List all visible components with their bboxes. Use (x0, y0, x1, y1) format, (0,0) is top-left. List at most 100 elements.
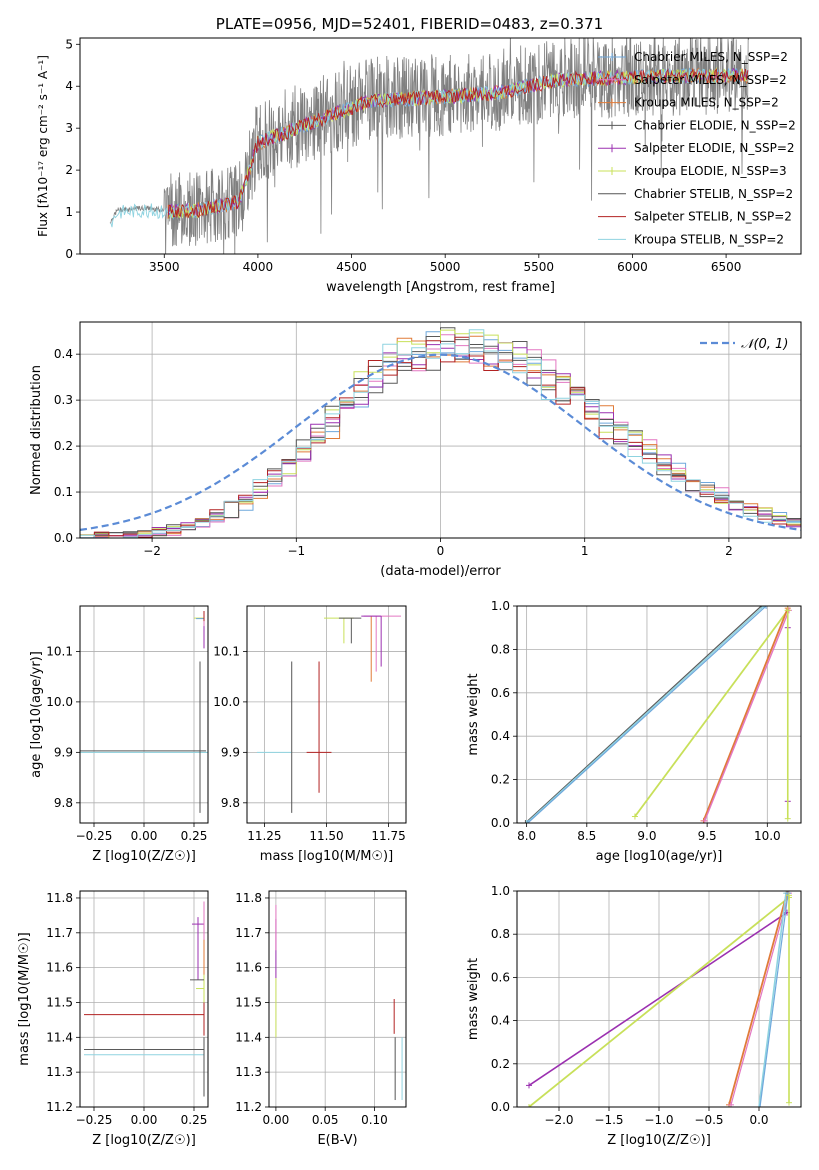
errorbars (256, 615, 402, 813)
x-tick-label: −0.25 (76, 1113, 113, 1127)
y-axis-label: mass weight (466, 958, 481, 1040)
y-tick-label: 10.0 (213, 695, 240, 709)
y-axis-label: age [log10(age/yr)] (29, 651, 44, 778)
age_vs_Z-frame (79, 605, 209, 824)
y-tick-label: 5 (65, 37, 73, 51)
weight_vs_Z-frame (516, 890, 802, 1108)
y-tick-label: 0.0 (491, 1100, 510, 1114)
x-tick-label: 4500 (336, 260, 367, 274)
y-tick-label: 4 (65, 79, 73, 93)
x-tick-label: 11.25 (247, 829, 281, 843)
y-tick-label: 0.2 (491, 1057, 510, 1071)
x-axis-label: age [log10(age/yr)] (596, 849, 723, 864)
weight-line (528, 911, 788, 1087)
weight_vs_age-frame (516, 605, 802, 824)
y-tick-label: 11.4 (46, 1030, 73, 1044)
age_vs_Z-axes: −0.25 0.00 0.25 9.8 9.9 10.0 10.1 (46, 606, 208, 843)
x-tick-label: 11.50 (309, 829, 343, 843)
x-tick-label: 2 (725, 544, 733, 558)
x-tick-label: −0.5 (694, 1113, 723, 1127)
y-tick-label: 11.5 (46, 995, 73, 1009)
x-tick-label: 6500 (711, 260, 742, 274)
x-tick-label: −1 (287, 544, 305, 558)
y-tick-label: 11.3 (46, 1065, 73, 1079)
x-axis-label: E(B-V) (317, 1133, 357, 1148)
x-tick-label: 0.0 (749, 1113, 768, 1127)
y-tick-label: 0.4 (54, 347, 73, 361)
y-tick-label: 1.0 (491, 599, 510, 613)
x-tick-label: 0.10 (361, 1113, 388, 1127)
y-tick-label: 1.0 (491, 884, 510, 898)
weight-line (759, 893, 789, 1107)
normal-curve (80, 353, 801, 531)
y-tick-label: 11.8 (46, 891, 73, 905)
x-axis-label: Z [log10(Z/Z☉)] (607, 1133, 711, 1148)
y-tick-label: 0.0 (54, 531, 73, 545)
errorbars (84, 901, 205, 1097)
y-tick-label: 1 (65, 205, 73, 219)
histogram-lines (80, 327, 801, 538)
y-tick-label: 0.0 (491, 816, 510, 830)
y-tick-label: 0.3 (54, 393, 73, 407)
x-tick-label: 8.5 (577, 829, 596, 843)
legend-label: 𝒩(0, 1) (741, 337, 788, 352)
x-tick-label: 10.0 (754, 829, 781, 843)
errorbars (275, 904, 403, 1101)
model-spectrum (167, 67, 749, 219)
legend-label: Chabrier STELIB, N_SSP=2 (634, 187, 793, 201)
weight-lines (522, 606, 792, 823)
x-axis-label: Z [log10(Z/Z☉)] (92, 849, 196, 864)
x-tick-label: −1.5 (594, 1113, 623, 1127)
weight-line (525, 606, 762, 823)
legend-label: Salpeter STELIB, N_SSP=2 (634, 210, 792, 224)
x-tick-label: −1.0 (644, 1113, 673, 1127)
y-tick-label: 11.4 (235, 1030, 262, 1044)
x-tick-label: −0.25 (76, 829, 113, 843)
y-tick-label: 0.1 (54, 485, 73, 499)
weight-line (702, 607, 789, 822)
y-tick-label: 9.9 (221, 745, 240, 759)
y-tick-label: 10.0 (46, 695, 73, 709)
y-tick-label: 11.5 (235, 995, 262, 1009)
legend-label: Salpeter ELODIE, N_SSP=2 (634, 141, 795, 155)
y-axis-label: mass [log10(M/M☉)] (17, 932, 32, 1065)
y-tick-label: 11.7 (235, 926, 262, 940)
weight-line (634, 609, 789, 818)
y-tick-label: 10.1 (46, 644, 73, 658)
figure-title: PLATE=0956, MJD=52401, FIBERID=0483, z=0… (216, 15, 603, 33)
legend-label: Chabrier ELODIE, N_SSP=2 (634, 118, 796, 132)
mass_vs_Z-frame (79, 890, 209, 1108)
x-tick-label: 6000 (617, 260, 648, 274)
x-tick-label: 0.05 (312, 1113, 339, 1127)
y-tick-label: 11.7 (46, 926, 73, 940)
age_vs_mass-axes: 11.25 11.50 11.75 9.8 9.9 10.0 10.1 (213, 606, 406, 843)
y-tick-label: 0.8 (491, 927, 510, 941)
x-tick-label: 8.0 (517, 829, 536, 843)
y-tick-label: 0.2 (491, 773, 510, 787)
y-tick-label: 11.3 (235, 1065, 262, 1079)
y-tick-label: 2 (65, 163, 73, 177)
spectrum-axes: 3500 4000 4500 5000 5500 6000 6500 0 1 2 3 4 5 (65, 37, 741, 274)
x-tick-label: 4000 (243, 260, 274, 274)
x-tick-label: −2 (143, 544, 161, 558)
y-tick-label: 9.8 (54, 796, 73, 810)
model-spectrum (167, 68, 749, 219)
y-tick-label: 9.9 (54, 745, 73, 759)
legend-label: Chabrier MILES, N_SSP=2 (634, 50, 788, 64)
weight-line (704, 610, 790, 822)
weight-line (528, 896, 790, 1107)
spectrum-lines (109, 38, 749, 254)
weight_vs_Z-axes: −2.0 −1.5 −1.0 −0.5 0.0 0.0 0.2 0.4 0.6 0.8 1.0 (491, 884, 801, 1127)
weight_vs_age-axes: 8.0 8.5 9.0 9.5 10.0 0.0 0.2 0.4 0.6 0.8 1.0 (491, 599, 801, 843)
weight-line (728, 892, 788, 1106)
y-tick-label: 3 (65, 121, 73, 135)
y-tick-label: 10.1 (213, 644, 240, 658)
spectrum-legend: Chabrier MILES, N_SSP=2 Salpeter MILES, N… (598, 50, 796, 246)
y-axis-label: Normed distribution (29, 365, 44, 495)
weight-lines (526, 891, 792, 1107)
y-axis-label: mass weight (466, 673, 481, 755)
y-axis-label: Flux [fλ10⁻¹⁷ erg cm⁻² s⁻¹ A⁻¹] (36, 55, 50, 237)
y-tick-label: 0.2 (54, 439, 73, 453)
x-axis-label: Z [log10(Z/Z☉)] (92, 1133, 196, 1148)
x-axis-label: wavelength [Angstrom, rest frame] (326, 280, 555, 295)
